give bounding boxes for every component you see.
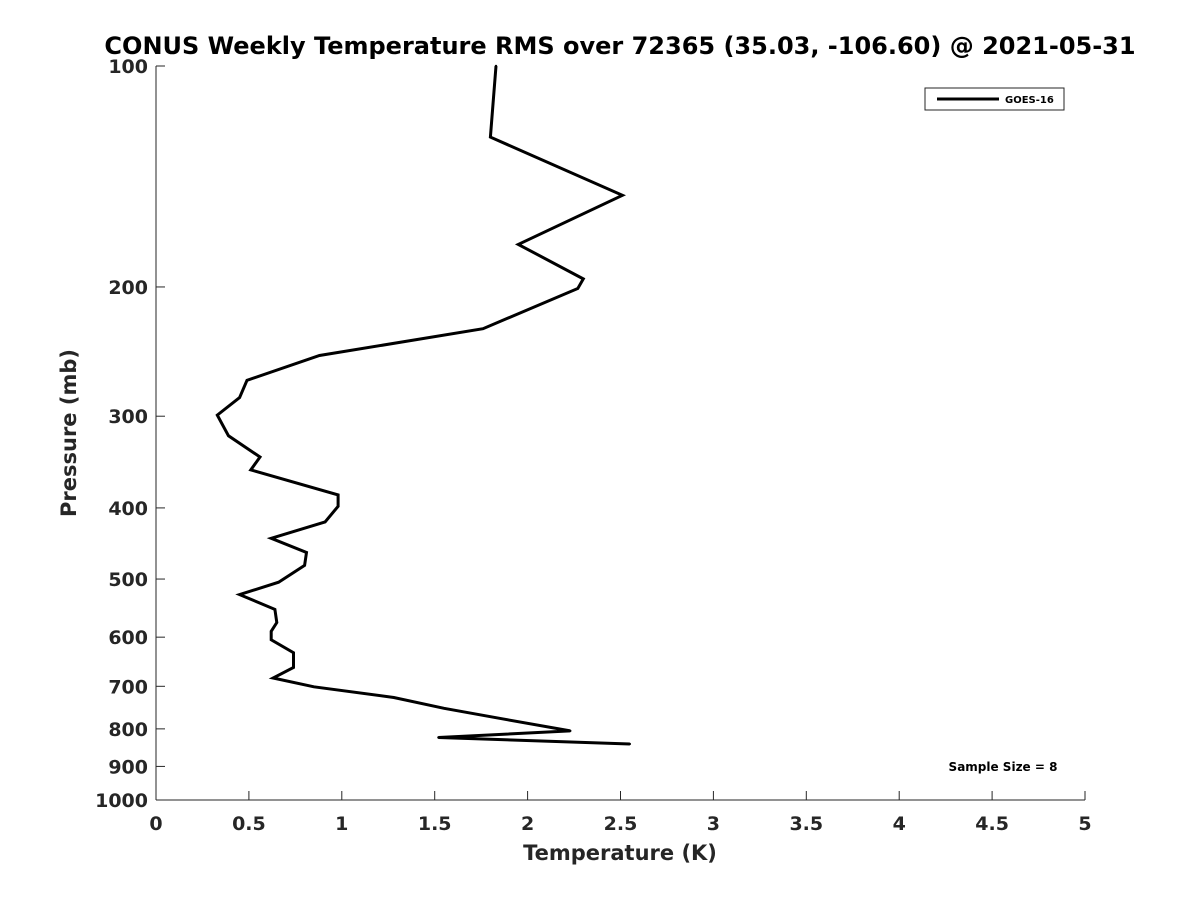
data-point [216, 413, 219, 417]
data-point [569, 729, 572, 733]
data-point [517, 243, 520, 246]
x-axis-label: Temperature (K) [523, 841, 717, 865]
data-point [258, 455, 262, 459]
data-point [500, 717, 503, 720]
x-tick-label: 3.5 [789, 813, 823, 835]
data-point [323, 520, 327, 524]
data-point [292, 651, 295, 654]
data-point [494, 64, 498, 68]
data-point [442, 707, 446, 710]
data-point [270, 537, 273, 540]
data-point [249, 468, 252, 472]
y-tick-label: 400 [108, 498, 148, 520]
y-tick-label: 600 [108, 627, 148, 649]
data-point [336, 505, 340, 508]
x-tick-label: 0 [149, 813, 162, 835]
data-point [481, 327, 485, 330]
data-point [245, 379, 249, 382]
data-point [270, 630, 273, 633]
chart-title: CONUS Weekly Temperature RMS over 72365 … [104, 32, 1135, 60]
data-point [273, 608, 277, 611]
data-point [318, 354, 321, 357]
y-axis-ticks: 100 200 300 400 500 600 700 800 900 1000 [95, 56, 165, 812]
data-point [271, 676, 275, 680]
data-point [277, 581, 280, 584]
x-tick-label: 4 [893, 813, 906, 835]
data-point [275, 621, 278, 624]
data-point [392, 696, 395, 699]
data-point [227, 434, 230, 437]
axes-background [156, 66, 1085, 800]
data-point [270, 638, 273, 641]
x-tick-label: 4.5 [975, 813, 1009, 835]
x-tick-label: 2 [521, 813, 534, 835]
data-point [582, 277, 585, 281]
x-tick-label: 2.5 [604, 813, 638, 835]
legend-label: GOES-16 [1005, 95, 1054, 106]
legend: GOES-16 [924, 87, 1065, 111]
data-point [489, 135, 492, 139]
data-point [336, 493, 340, 497]
x-tick-label: 1.5 [418, 813, 452, 835]
sample-size-annotation: Sample Size = 8 [949, 760, 1058, 774]
data-point [238, 396, 241, 399]
x-tick-label: 3 [707, 813, 720, 835]
data-point [437, 736, 440, 739]
data-point [305, 551, 308, 554]
series-layer [215, 64, 631, 746]
data-point [238, 593, 241, 596]
data-point [628, 742, 631, 746]
data-point [292, 666, 295, 669]
data-point [621, 194, 624, 197]
y-tick-label: 300 [108, 406, 148, 428]
y-axis-label: Pressure (mb) [57, 349, 81, 517]
x-tick-label: 5 [1078, 813, 1091, 835]
x-tick-label: 1 [335, 813, 348, 835]
y-tick-label: 1000 [95, 790, 148, 812]
y-tick-label: 200 [108, 277, 148, 299]
data-point [312, 685, 316, 688]
y-tick-label: 800 [108, 719, 148, 741]
y-tick-label: 700 [108, 676, 148, 698]
y-tick-label: 100 [108, 56, 148, 78]
data-point [292, 659, 295, 662]
plot-area: 0 0.5 1 1.5 2 2.5 3 3.5 4 4.5 5 100 200 300 400 500 600… [95, 56, 1092, 835]
data-point [576, 287, 579, 290]
x-axis-ticks: 0 0.5 1 1.5 2 2.5 3 3.5 4 4.5 5 [149, 791, 1092, 835]
y-tick-label: 900 [108, 756, 148, 778]
y-tick-label: 500 [108, 569, 148, 591]
data-point [303, 564, 306, 567]
x-tick-label: 0.5 [232, 813, 266, 835]
